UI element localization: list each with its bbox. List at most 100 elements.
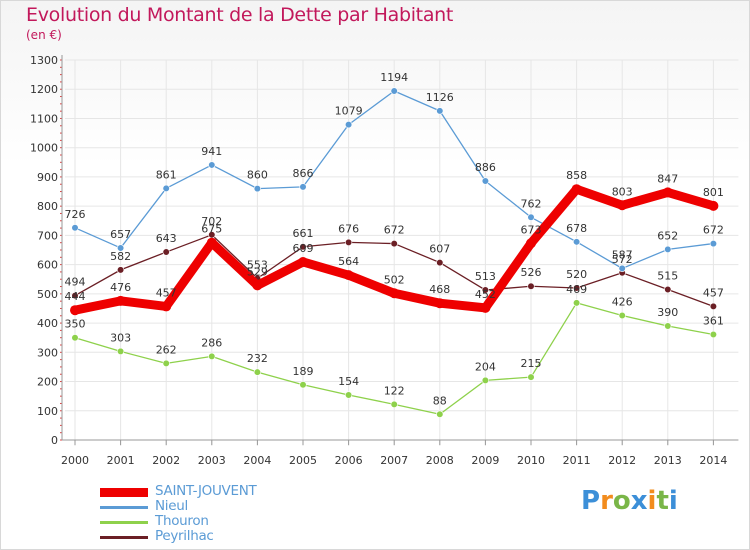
data-label-peyrilhac: 553 (247, 258, 268, 271)
data-point-peyrilhac (572, 284, 581, 292)
data-point-nieul (709, 239, 718, 248)
data-label-nieul: 587 (612, 248, 633, 261)
data-label-thouron: 469 (566, 283, 587, 296)
data-point-nieul (436, 107, 444, 115)
data-point-saint-jouvent (708, 200, 719, 211)
data-point-peyrilhac (345, 238, 353, 246)
y-tick-label: 1200 (30, 83, 58, 96)
data-label-nieul: 866 (293, 167, 314, 180)
data-label-nieul: 1126 (426, 91, 454, 104)
logo-letter: P (581, 486, 601, 516)
x-tick-label: 2014 (699, 454, 727, 467)
axis-layer: 0 100 200 300 400 500 600 700 800 900 1000 1100 1200… (30, 54, 739, 467)
x-tick-label: 2011 (563, 454, 591, 467)
data-point-saint-jouvent (571, 184, 582, 195)
data-label-thouron: 122 (384, 384, 405, 397)
data-point-nieul (390, 87, 398, 95)
data-label-nieul: 860 (247, 169, 268, 182)
data-point-nieul (481, 177, 490, 185)
data-label-saint-jouvent: 564 (338, 255, 359, 268)
y-tick-label: 500 (37, 288, 58, 301)
data-label-saint-jouvent: 675 (201, 223, 222, 236)
x-tick-label: 2007 (380, 454, 408, 467)
data-label-saint-jouvent: 847 (657, 172, 678, 185)
data-label-thouron: 350 (65, 318, 86, 331)
y-tick-label: 600 (37, 259, 58, 272)
data-point-nieul (572, 238, 581, 246)
legend-label: Peyrilhac (155, 528, 214, 544)
data-point-saint-jouvent (161, 301, 172, 312)
data-label-peyrilhac: 526 (521, 266, 542, 279)
legend-swatch (100, 506, 148, 509)
data-point-nieul (253, 185, 261, 193)
y-tick-label: 1000 (30, 142, 58, 155)
logo-letter: r (600, 486, 613, 516)
data-label-nieul: 941 (201, 145, 222, 158)
data-point-saint-jouvent (298, 256, 308, 267)
series-layer (70, 87, 719, 418)
data-point-saint-jouvent (343, 270, 354, 281)
data-label-saint-jouvent: 673 (521, 223, 542, 236)
data-label-thouron: 154 (338, 375, 359, 388)
data-point-thouron (527, 373, 535, 381)
data-point-saint-jouvent (70, 305, 80, 316)
data-point-thouron (116, 347, 125, 356)
data-label-peyrilhac: 676 (338, 222, 359, 235)
data-label-saint-jouvent: 529 (247, 265, 268, 278)
data-label-peyrilhac: 702 (201, 215, 222, 228)
label-layer: 444 476 457 675 529 609 564 502 468 452 673 858 803 8… (65, 71, 724, 407)
data-point-peyrilhac (664, 285, 672, 294)
y-tick-label: 100 (37, 405, 58, 418)
data-point-nieul (71, 224, 79, 232)
data-label-saint-jouvent: 452 (475, 288, 496, 301)
data-point-thouron (572, 299, 581, 307)
data-label-nieul: 861 (156, 168, 177, 181)
y-tick-label: 800 (37, 200, 58, 213)
x-tick-label: 2013 (654, 454, 682, 467)
data-point-peyrilhac (71, 292, 79, 300)
data-point-nieul (208, 161, 216, 169)
y-tick-label: 200 (37, 376, 58, 389)
data-label-thouron: 286 (201, 336, 222, 349)
data-point-thouron (618, 311, 626, 320)
data-label-nieul: 886 (475, 161, 496, 174)
data-label-thouron: 232 (247, 352, 268, 365)
data-point-peyrilhac (162, 248, 170, 256)
data-label-nieul: 1194 (380, 71, 408, 84)
data-point-nieul (116, 244, 125, 252)
x-tick-label: 2004 (243, 454, 271, 467)
y-tick-label: 400 (37, 317, 58, 330)
logo-letter: t (656, 486, 669, 516)
data-point-peyrilhac (436, 258, 444, 267)
chart-unit-label: (en €) (26, 28, 62, 42)
x-tick-label: 2005 (289, 454, 317, 467)
data-label-peyrilhac: 494 (65, 276, 86, 289)
x-tick-label: 2008 (426, 454, 454, 467)
logo-letter: i (647, 486, 657, 516)
data-point-thouron (162, 359, 170, 368)
data-label-nieul: 1079 (335, 105, 363, 118)
y-tick-label: 1300 (30, 54, 58, 67)
data-label-saint-jouvent: 858 (566, 169, 587, 182)
data-label-peyrilhac: 515 (657, 269, 678, 282)
data-point-peyrilhac (527, 282, 535, 290)
proxiti-logo: Proxiti (581, 486, 678, 516)
data-point-peyrilhac (481, 286, 490, 294)
data-label-saint-jouvent: 803 (612, 185, 633, 198)
data-label-nieul: 762 (521, 197, 542, 210)
data-label-saint-jouvent: 476 (110, 281, 131, 294)
data-label-peyrilhac: 643 (156, 232, 177, 245)
data-label-saint-jouvent: 609 (293, 242, 314, 255)
data-point-saint-jouvent (617, 200, 628, 211)
data-point-thouron (71, 334, 79, 342)
data-point-thouron (345, 391, 353, 399)
y-tick-label: 300 (37, 346, 58, 359)
data-label-thouron: 390 (657, 306, 678, 319)
data-point-thouron (253, 368, 261, 376)
data-point-thouron (664, 322, 672, 330)
data-point-nieul (345, 120, 353, 129)
data-label-peyrilhac: 607 (429, 243, 450, 256)
y-tick-label: 1100 (30, 112, 58, 125)
data-point-peyrilhac (709, 302, 718, 311)
data-label-saint-jouvent: 801 (703, 186, 724, 199)
